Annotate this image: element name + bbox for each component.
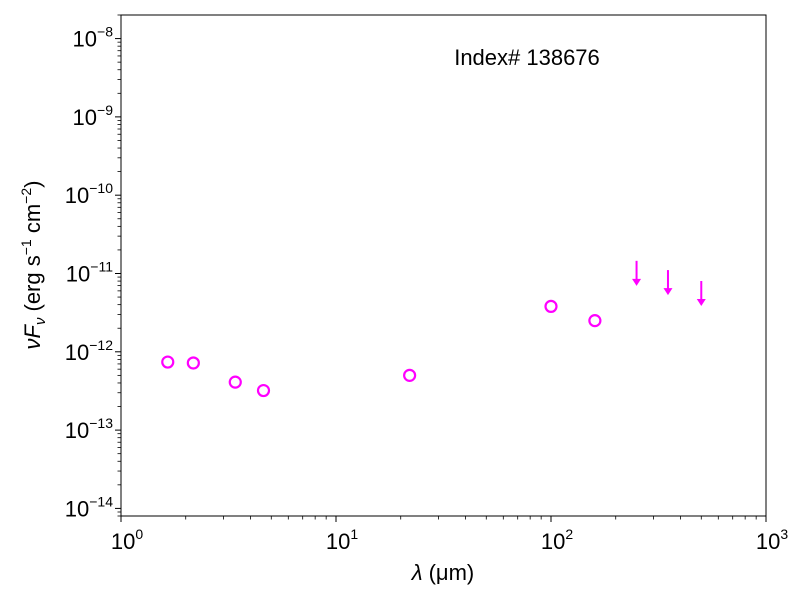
x-tick-label: 103 bbox=[756, 526, 788, 554]
upper-limit-arrow bbox=[632, 260, 642, 286]
detection-point bbox=[161, 355, 175, 369]
detection-point bbox=[256, 383, 271, 398]
x-axis-title: λ (μm) bbox=[411, 560, 474, 585]
upper-limit-arrow bbox=[696, 281, 706, 307]
data-points bbox=[161, 260, 706, 398]
y-tick-label: 10−8 bbox=[73, 24, 114, 52]
x-tick-label: 100 bbox=[111, 526, 143, 554]
y-tick-label: 10−13 bbox=[65, 415, 113, 443]
plot-frame bbox=[120, 14, 767, 517]
index-annotation: Index# 138676 bbox=[454, 45, 600, 70]
detection-point bbox=[403, 368, 417, 382]
y-axis-ticks: 10−14 10−13 10−12 10−11 10−10 10−9 10−8 bbox=[65, 24, 121, 521]
upper-limit-arrow bbox=[663, 270, 673, 296]
y-tick-label: 10−10 bbox=[65, 180, 113, 208]
detection-point bbox=[186, 356, 200, 370]
detection-point bbox=[588, 314, 602, 328]
y-tick-label: 10−9 bbox=[73, 102, 114, 130]
detection-point bbox=[544, 299, 558, 313]
y-tick-label: 10−14 bbox=[65, 493, 113, 521]
x-tick-label: 102 bbox=[541, 526, 573, 554]
y-tick-label: 10−12 bbox=[65, 337, 113, 365]
x-tick-label: 101 bbox=[326, 526, 358, 554]
y-axis-title: νFν(erg s−1 cm−2) bbox=[18, 181, 49, 350]
minor-ticks bbox=[117, 14, 757, 520]
y-tick-label: 10−11 bbox=[66, 258, 113, 286]
detection-point bbox=[228, 375, 242, 389]
x-axis-ticks: 100 101 102 103 bbox=[111, 516, 788, 554]
